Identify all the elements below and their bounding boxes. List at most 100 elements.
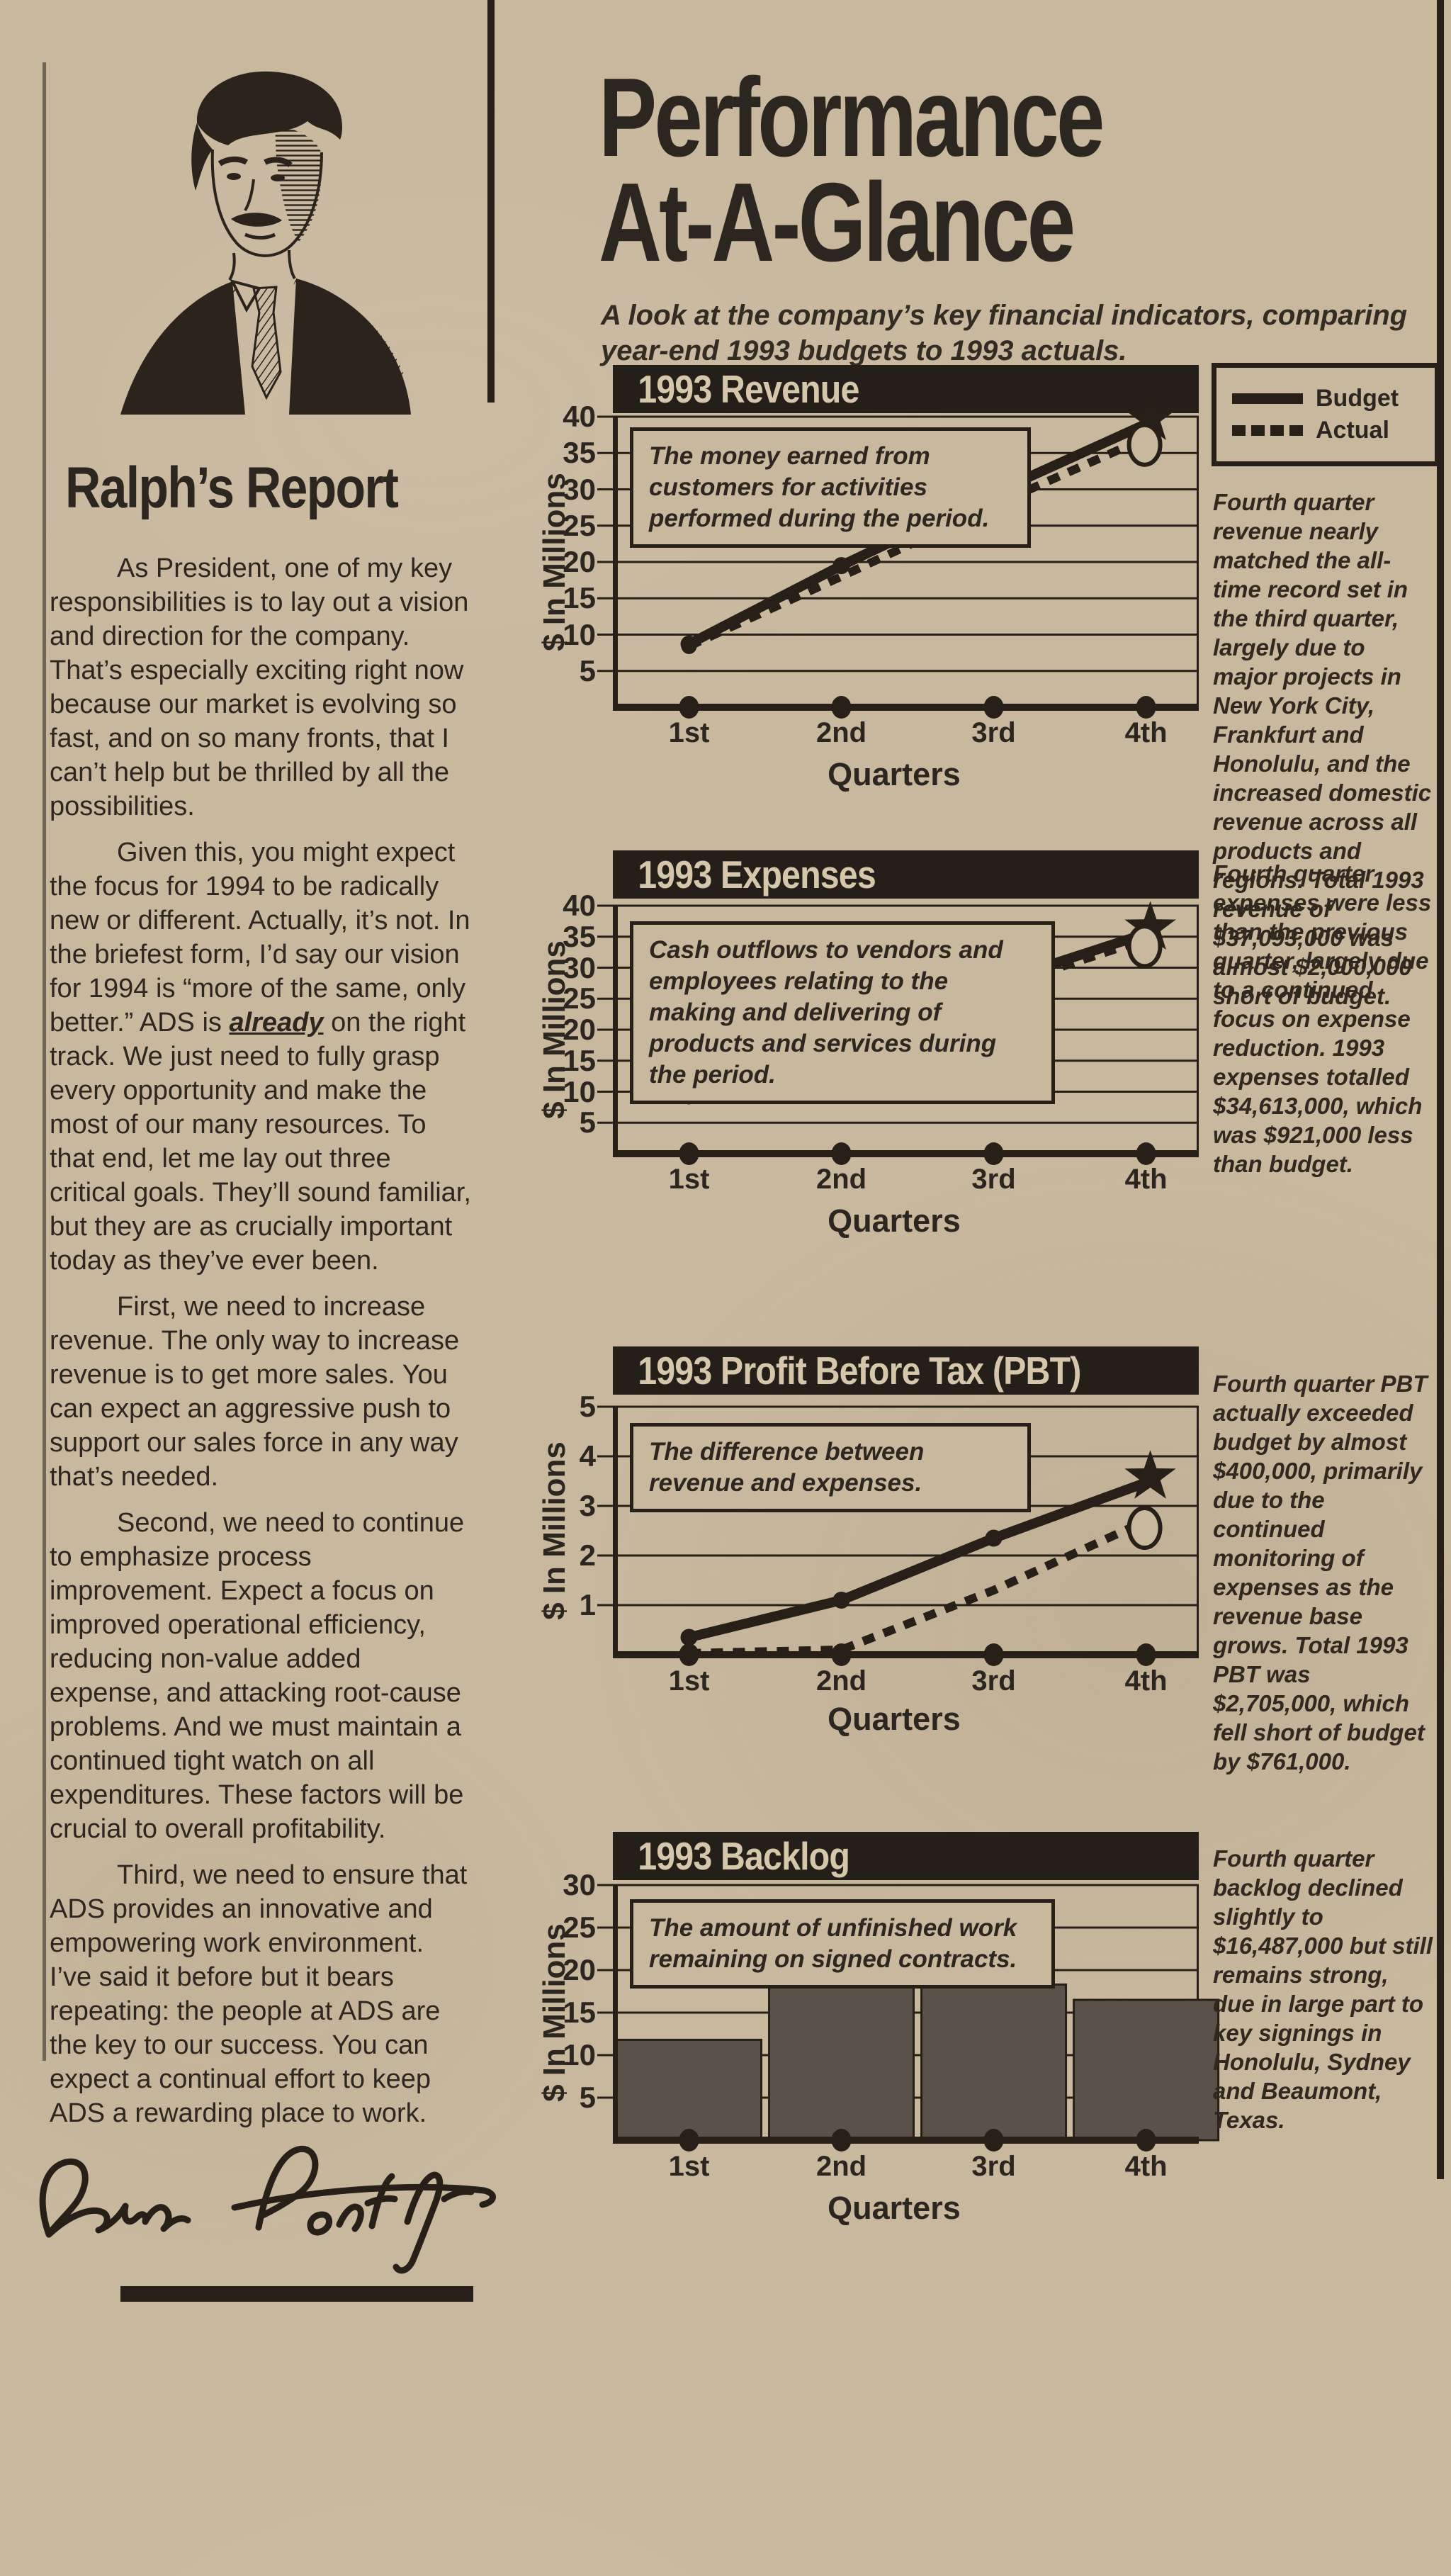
- report-paragraph-4: Second, we need to continue to emphasize…: [50, 1508, 465, 1844]
- chart-revenue-header: 1993 Revenue: [613, 365, 1199, 413]
- page-title: Performance At-A-Glance: [599, 55, 1151, 285]
- y-tick-label: 40: [563, 400, 596, 433]
- page-title-line-2: At-A-Glance: [599, 160, 1075, 285]
- chart-backlog-header: 1993 Backlog: [613, 1832, 1199, 1880]
- y-tick-label: 25: [563, 508, 596, 542]
- chart-revenue-xaxis-title: Quarters: [828, 756, 961, 792]
- y-tick-label: 10: [563, 2038, 596, 2071]
- actual-line-swatch-icon: [1232, 425, 1303, 436]
- x-tick-label: 4th: [1124, 1164, 1168, 1195]
- y-tick-label: 25: [563, 982, 596, 1016]
- chart-revenue-ylabel: $ In Millions: [537, 473, 572, 651]
- chart-revenue-yticks: 40 35 30 25 20 15 10 5: [526, 400, 602, 707]
- y-tick-label: 25: [563, 1911, 596, 1944]
- chart-backlog-xaxis-title: Quarters: [828, 2190, 961, 2226]
- y-tick-label: 2: [579, 1539, 596, 1572]
- y-tick-label: 20: [563, 545, 596, 578]
- y-tick-label: 15: [563, 581, 596, 615]
- report-paragraph-5: Third, we need to ensure that ADS provid…: [50, 1860, 468, 2128]
- chart-revenue-title: 1993 Revenue: [638, 367, 859, 411]
- chart-expenses-title: 1993 Expenses: [638, 853, 876, 896]
- budget-line-swatch-icon: [1232, 393, 1303, 404]
- circle-marker-icon: [1127, 1506, 1163, 1550]
- y-tick-label: 30: [563, 1868, 596, 1901]
- chart-expenses: 1993 Expenses 40 35 30 25 20 15 10 5 $ In Milli…: [537, 850, 1199, 1580]
- chart-expenses-annotation: Fourth quarter expenses were less than t…: [1213, 860, 1432, 1177]
- chart-backlog-title: 1993 Backlog: [638, 1834, 850, 1878]
- x-tick-label: 3rd: [971, 717, 1016, 748]
- star-marker-icon: [1124, 1450, 1176, 1499]
- legend-row-actual: Actual: [1232, 417, 1428, 444]
- chart-legend: Budget Actual: [1212, 363, 1440, 466]
- y-tick-label: 5: [579, 653, 596, 687]
- x-tick-label: 2nd: [815, 1164, 867, 1195]
- y-tick-label: 20: [563, 1953, 596, 1986]
- legend-row-budget: Budget: [1232, 385, 1428, 412]
- x-tick-label: 4th: [1124, 717, 1168, 748]
- chart-pbt-ylabel: $ In Millions: [537, 1441, 572, 1620]
- chart-pbt-annotation: Fourth quarter PBT actually exceeded bud…: [1213, 1371, 1428, 1774]
- y-tick-label: 3: [579, 1489, 596, 1522]
- y-tick-label: 30: [563, 950, 596, 984]
- portrait-sketch: [120, 71, 411, 415]
- chart-expenses-yticks: 40 35 30 25 20 15 10 5: [526, 889, 602, 1154]
- paragraph-2-before: Given this, you might expect the focus f…: [50, 838, 470, 1037]
- x-tick-label: 1st: [668, 1665, 710, 1697]
- page-title-line-1: Performance: [599, 55, 1105, 180]
- chart-pbt-yticks: 5 4 3 2 1: [526, 1390, 602, 1655]
- portrait-illustration: [106, 39, 425, 415]
- signature-strokes: [39, 2145, 496, 2274]
- report-paragraph-1: As President, one of my key responsibili…: [50, 553, 469, 821]
- circle-marker-icon: [1127, 422, 1163, 467]
- chart-expenses-ylabel: $ In Millions: [537, 940, 572, 1119]
- y-tick-label: 40: [563, 889, 596, 922]
- right-page-border: [1437, 0, 1444, 2179]
- y-tick-label: 15: [563, 1996, 596, 2029]
- y-tick-label: 10: [563, 617, 596, 651]
- report-paragraph-3: First, we need to increase revenue. The …: [50, 1292, 460, 1492]
- chart-expenses-xaxis-title: Quarters: [828, 1203, 961, 1239]
- chart-pbt-plot: [597, 1405, 1199, 1666]
- y-tick-label: 4: [579, 1439, 596, 1473]
- chart-backlog: 1993 Backlog 30 25 20 15 10 5 $ In Millions T…: [537, 1832, 1220, 2576]
- x-tick-label: 4th: [1124, 2151, 1168, 2182]
- chart-pbt-title: 1993 Profit Before Tax (PBT): [638, 1349, 1081, 1393]
- x-tick-label: 1st: [668, 717, 710, 748]
- y-tick-label: 30: [563, 472, 596, 506]
- left-page-border: [43, 62, 46, 2061]
- signature: [25, 2108, 514, 2285]
- x-tick-label: 4th: [1124, 1665, 1168, 1697]
- y-tick-label: 20: [563, 1013, 596, 1046]
- x-tick-label: 2nd: [815, 2151, 867, 2182]
- legend-actual-label: Actual: [1316, 417, 1389, 444]
- chart-backlog-annotation: Fourth quarter backlog declined slightly…: [1213, 1845, 1433, 2133]
- chart-backlog-description: The amount of unfinished work remaining …: [630, 1899, 1055, 1989]
- x-tick-label: 2nd: [815, 1665, 867, 1697]
- bottom-edge-bar: [120, 2286, 473, 2302]
- chart-backlog-ylabel: $ In Millions: [537, 1923, 572, 2102]
- star-marker-icon: [1124, 391, 1176, 440]
- y-tick-label: 5: [579, 2081, 596, 2114]
- y-tick-label: 5: [579, 1106, 596, 1140]
- report-body: As President, one of my key responsibili…: [50, 551, 472, 2142]
- page-subtitle: A look at the company’s key financial in…: [601, 300, 1408, 366]
- x-tick-label: 3rd: [971, 1665, 1016, 1697]
- x-tick-label: 3rd: [971, 1164, 1016, 1195]
- chart-expenses-description: Cash outflows to vendors and employees r…: [630, 921, 1055, 1104]
- star-marker-icon: [1124, 901, 1176, 950]
- chart-pbt-description: The difference between revenue and expen…: [630, 1423, 1031, 1512]
- circle-marker-icon: [1127, 924, 1163, 969]
- legend-budget-label: Budget: [1316, 385, 1399, 412]
- x-tick-label: 1st: [668, 2151, 710, 2182]
- y-tick-label: 35: [563, 436, 596, 470]
- chart-revenue-annotation: Fourth quarter revenue nearly matched th…: [1213, 489, 1432, 1009]
- chart-pbt: 1993 Profit Before Tax (PBT) 5 4 3 2 1 $ In …: [537, 1346, 1199, 2083]
- paragraph-2-after: on the right track. We just need to full…: [50, 1008, 471, 1276]
- y-tick-label: 1: [579, 1588, 596, 1621]
- y-tick-label: 10: [563, 1074, 596, 1108]
- x-tick-label: 2nd: [815, 717, 867, 748]
- y-tick-label: 5: [579, 1390, 596, 1423]
- chart-pbt-xaxis-title: Quarters: [828, 1701, 961, 1737]
- newsletter-page: { "colors": { "paper": "#c8b89e", "ink":…: [0, 0, 1451, 2302]
- chart-backlog-yticks: 30 25 20 15 10 5: [526, 1868, 602, 2140]
